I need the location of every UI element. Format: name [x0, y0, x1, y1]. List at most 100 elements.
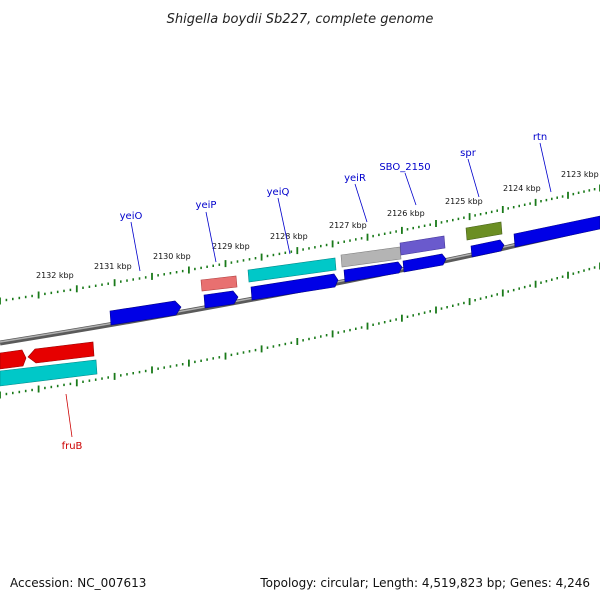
minor-tick — [248, 350, 251, 353]
minor-tick — [12, 391, 14, 395]
major-tick — [331, 330, 334, 338]
minor-tick — [88, 285, 91, 288]
minor-tick — [101, 377, 103, 380]
minor-tick — [372, 234, 374, 238]
minor-tick — [230, 353, 233, 357]
minor-tick — [490, 294, 493, 298]
gene-blue-SBO_2150[interactable] — [402, 253, 447, 273]
minor-tick — [169, 272, 172, 275]
gene-track-inner — [0, 215, 600, 387]
gene-blue-yeiR[interactable] — [343, 261, 403, 283]
gene-label-rtn[interactable]: rtn — [533, 132, 547, 143]
minor-tick — [163, 273, 165, 276]
minor-tick — [512, 288, 515, 292]
minor-tick — [572, 272, 575, 275]
minor-tick — [290, 250, 293, 253]
gene-pink[interactable] — [200, 275, 238, 292]
minor-tick — [18, 296, 21, 300]
minor-tick — [254, 257, 257, 260]
gene-olive-spr[interactable] — [465, 221, 503, 241]
minor-tick — [446, 306, 448, 309]
gene-label-yeiQ[interactable]: yeiQ — [267, 187, 290, 198]
minor-tick — [452, 304, 454, 307]
gene-red-fruB-left[interactable] — [0, 349, 27, 370]
minor-tick — [138, 370, 141, 374]
major-tick — [468, 213, 471, 221]
minor-tick — [423, 311, 426, 314]
gene-label-yeiR[interactable]: yeiR — [344, 173, 366, 184]
minor-tick — [212, 357, 214, 360]
minor-tick — [169, 365, 172, 368]
minor-tick — [200, 266, 202, 270]
minor-tick — [272, 345, 275, 348]
minor-tick — [266, 346, 269, 349]
gene-label-fruB[interactable]: fruB — [62, 441, 83, 452]
minor-tick — [395, 230, 397, 233]
minor-tick — [518, 204, 520, 208]
gene-cyan-yeiQ[interactable] — [247, 257, 337, 283]
major-tick — [366, 322, 369, 330]
major-tick — [296, 338, 299, 345]
minor-tick — [545, 198, 548, 202]
gene-blue-yeiQ[interactable] — [250, 273, 339, 301]
gene-gray-yeiR[interactable] — [340, 246, 402, 268]
major-tick — [37, 291, 40, 299]
minor-tick — [588, 189, 591, 192]
gene-blue-yeiP[interactable] — [203, 290, 239, 309]
gene-label-yeiO[interactable]: yeiO — [120, 211, 143, 222]
gene-label-yeiP[interactable]: yeiP — [196, 200, 217, 211]
major-tick — [0, 391, 1, 399]
minor-tick — [325, 243, 328, 247]
minor-tick — [284, 251, 287, 254]
minor-tick — [545, 280, 548, 283]
major-tick — [534, 280, 537, 288]
minor-tick — [181, 269, 184, 273]
gene-label-spr[interactable]: spr — [460, 148, 477, 159]
gene-cyan-fruB[interactable] — [0, 359, 98, 387]
minor-tick — [308, 247, 310, 250]
minor-tick — [82, 286, 84, 289]
gene-blue-rtn[interactable] — [513, 215, 600, 248]
minor-tick — [126, 279, 128, 282]
minor-tick — [577, 271, 580, 274]
minor-tick — [101, 283, 103, 286]
minor-tick — [69, 382, 72, 386]
gene-label-SBO_2150[interactable]: SBO_2150 — [379, 162, 430, 173]
major-tick — [224, 352, 227, 360]
scale-label-2126: 2126 kbp — [387, 209, 425, 218]
minor-tick — [82, 380, 84, 383]
minor-tick — [242, 259, 245, 262]
minor-tick — [389, 231, 392, 234]
map-title: Shigella boydii Sb227, complete genome — [167, 12, 434, 27]
gene-blue-spr[interactable] — [470, 239, 505, 258]
scale-label-2130: 2130 kbp — [153, 252, 191, 261]
major-tick — [0, 297, 1, 305]
gene-red-fruB[interactable] — [27, 341, 95, 364]
minor-tick — [496, 209, 498, 212]
minor-tick — [507, 207, 509, 210]
major-tick — [567, 191, 569, 199]
minor-tick — [440, 307, 443, 310]
minor-tick — [212, 264, 214, 267]
minor-tick — [529, 202, 531, 205]
minor-tick — [378, 233, 380, 237]
minor-tick — [463, 216, 465, 219]
major-tick — [468, 298, 471, 306]
minor-tick — [523, 285, 526, 289]
minor-tick — [474, 214, 476, 217]
minor-tick — [194, 360, 196, 364]
minor-tick — [389, 319, 392, 322]
minor-tick — [144, 276, 147, 279]
scale-label-2125: 2125 kbp — [445, 197, 483, 206]
minor-tick — [50, 291, 53, 295]
minor-tick — [63, 383, 65, 387]
minor-tick — [583, 190, 585, 193]
minor-tick — [593, 188, 596, 191]
minor-tick — [266, 254, 269, 258]
gene-purple-SBO_2150[interactable] — [399, 235, 446, 256]
gene-blue-yeiO[interactable] — [109, 300, 182, 326]
minor-tick — [236, 260, 239, 263]
tick-track-lower — [0, 262, 600, 399]
minor-tick — [593, 266, 596, 269]
minor-tick — [474, 299, 476, 302]
